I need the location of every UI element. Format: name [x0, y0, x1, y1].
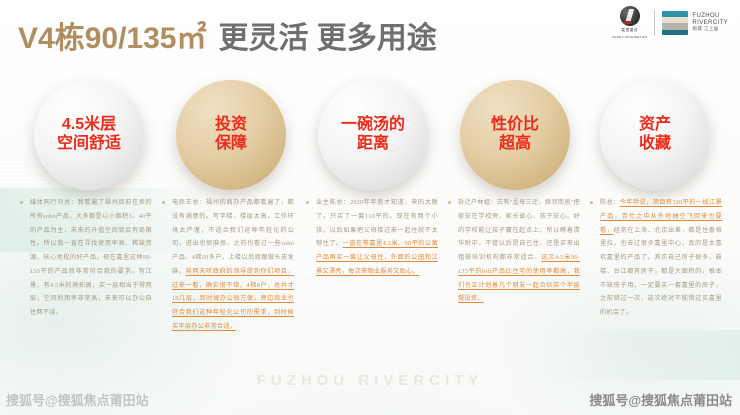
testimonial-text-4: 拆迁户林姐：古有"孟母三迁，择邻而居"把家安在学校旁，家长省心、孩子安心。好的学…	[458, 196, 580, 306]
kerry-logo-cn: 嘉里建设	[621, 28, 639, 32]
testimonial-highlight-3: 一直在等嘉里4.5米、90平的公寓产品再买一套让父母住，外面的公园和江景又漂亮，…	[316, 240, 439, 275]
kerry-logo-en: KERRY PROPERTIES	[612, 35, 648, 39]
feature-circle-3-line2: 距离	[356, 135, 389, 152]
testimonial-column-2: 电商王总：福州的商办产品都看遍了，都没有满意的。写字楼，楼层太高，工作环境太严谨…	[162, 196, 294, 334]
testimonial-column-5: 陈总：今年听说，项目有320平的一线江景产品，百忙之中从外地抽空飞回来也要看，经…	[590, 196, 722, 320]
feature-circle-4-line1: 性价比	[490, 116, 539, 134]
testimonial-column-4: 拆迁户林姐：古有"孟母三迁，择邻而居"把家安在学校旁，家长省心、孩子安心。好的学…	[448, 196, 580, 306]
rivercity-logo-cn: 榕城·江上居	[692, 25, 719, 31]
feature-circle-4-line2: 超高	[498, 135, 531, 152]
header: V4栋90/135㎡ 更灵活 更多用途 嘉里建设 KERRY PROPERTIES…	[0, 0, 740, 92]
testimonial-text-2: 电商王总：福州的商办产品都看遍了，都没有满意的。写字楼，楼层太高，工作环境太严谨…	[172, 196, 294, 334]
feature-circle-2-line1: 投资	[214, 116, 247, 134]
feature-circle-1-line2: 空间舒适	[56, 135, 121, 152]
testimonial-plain-tail-5: 经常在上海、北京出差，都是住香格里拉，也去过很多嘉里中心，真的是太喜欢嘉里的产品…	[600, 226, 723, 317]
feature-circle-5-line1: 资产	[638, 116, 671, 134]
testimonial-plain-5: 陈总：	[600, 199, 620, 206]
testimonial-highlight-5: 今年听说，项目有320平的一线江景产品，百忙之中从外地抽空飞回来也要看，	[600, 199, 723, 234]
testimonial-text-1: 媒体同行刘总：我看遍了福州目前在卖的所有soho产品，大多都是以小面积3、40平…	[30, 196, 152, 320]
testimonial-columns: 媒体同行刘总：我看遍了福州目前在卖的所有soho产品，大多都是以小面积3、40平…	[0, 196, 740, 396]
feature-circle-3-line1: 一碗汤的	[340, 116, 405, 134]
logo-group: 嘉里建设 KERRY PROPERTIES FUZHOU RIVERCITY 榕…	[612, 6, 728, 39]
rivercity-logo-text: FUZHOU RIVERCITY 榕城·江上居	[692, 13, 728, 31]
page-title-main: V4栋90/135㎡	[18, 22, 207, 55]
feature-circle-2-line2: 保障	[214, 135, 247, 152]
kerry-properties-logo: 嘉里建设 KERRY PROPERTIES	[612, 6, 647, 39]
bullet-icon	[590, 201, 593, 204]
rivercity-logo-icon	[662, 10, 689, 35]
testimonial-column-1: 媒体同行刘总：我看遍了福州目前在卖的所有soho产品，大多都是以小面积3、40平…	[20, 196, 152, 320]
rivercity-logo-line2: RIVERCITY	[692, 19, 728, 26]
feature-circle-1: 4.5米层 空间舒适	[34, 80, 144, 190]
kerry-logo-icon	[619, 6, 640, 26]
bullet-icon	[306, 201, 309, 204]
feature-circle-group: 4.5米层 空间舒适 投资 保障 一碗汤的 距离 性价比 超高 资产	[0, 80, 740, 190]
testimonial-highlight-4: 这次4.5米90-135平的loft产品比住宅的使用率都高，我们也正计划着几个朋…	[458, 254, 581, 303]
testimonial-text-3: 业主陈总：2020年年底才知道，来的太晚了，只买了一套110平的。现在有两个小孩…	[316, 196, 438, 279]
testimonial-plain-4: 拆迁户林姐：古有"孟母三迁，择邻而居"把家安在学校旁，家长省心、孩子安心。好的学…	[458, 199, 580, 262]
testimonial-column-3: 业主陈总：2020年年底才知道，来的太晚了，只买了一套110平的。现在有两个小孩…	[306, 196, 438, 279]
bullet-icon	[448, 201, 451, 204]
page-title-sub: 更灵活 更多用途	[218, 22, 437, 55]
bullet-icon	[162, 201, 165, 204]
testimonial-plain-1: 媒体同行刘总：我看遍了福州目前在卖的所有soho产品，大多都是以小面积3、40平…	[30, 199, 152, 317]
feature-circle-5: 资产 收藏	[600, 80, 710, 190]
feature-circle-2: 投资 保障	[176, 80, 286, 190]
feature-circle-3: 一碗汤的 距离	[318, 80, 428, 190]
testimonial-plain-3: 业主陈总：2020年年底才知道，来的太晚了，只买了一套110平的。现在有两个小孩…	[316, 199, 438, 248]
page-title: V4栋90/135㎡ 更灵活 更多用途	[18, 24, 437, 54]
testimonial-plain-2: 电商王总：福州的商办产品都看遍了，都没有满意的。写字楼，楼层太高，工作环境太严谨…	[172, 199, 294, 275]
feature-circle-5-line2: 收藏	[638, 135, 671, 152]
testimonial-highlight-2: 前两天听政府的领导提到你们项目，过来一看，确实很不错，4梯8户，总共才10几层，…	[172, 267, 295, 330]
fuzhou-rivercity-logo: FUZHOU RIVERCITY 榕城·江上居	[662, 10, 728, 35]
logo-divider	[654, 9, 656, 36]
feature-circle-1-line1: 4.5米层	[61, 116, 117, 134]
rivercity-logo-line1: FUZHOU	[692, 13, 720, 20]
feature-circle-4: 性价比 超高	[460, 80, 570, 190]
testimonial-text-5: 陈总：今年听说，项目有320平的一线江景产品，百忙之中从外地抽空飞回来也要看，经…	[600, 196, 722, 320]
bullet-icon	[20, 201, 23, 204]
